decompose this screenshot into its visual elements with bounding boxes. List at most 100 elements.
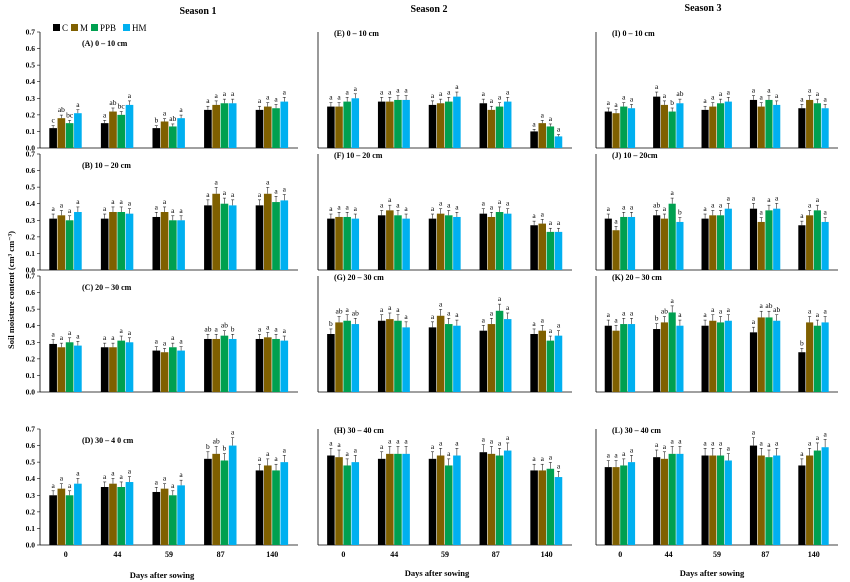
significance-letter: a: [498, 438, 502, 447]
significance-letter: a: [482, 315, 486, 324]
bar-hm: [402, 218, 410, 270]
significance-letter: a: [541, 454, 545, 463]
panel-label: (B) 10 – 20 cm: [82, 161, 131, 170]
bar-hm: [125, 482, 134, 545]
bar-hm: [503, 319, 512, 392]
significance-letter: a: [258, 324, 262, 333]
bar-m: [487, 324, 496, 392]
bar-hm: [351, 218, 360, 270]
bar-ppb: [813, 103, 821, 148]
significance-letter: a: [388, 87, 392, 96]
significance-letter: a: [671, 188, 675, 197]
bar-m: [335, 322, 343, 392]
significance-letter: a: [614, 100, 618, 109]
significance-letter: a: [128, 328, 132, 337]
bar-ppb: [717, 215, 725, 270]
significance-letter: bc: [118, 102, 126, 111]
significance-letter: a: [380, 200, 384, 209]
bar-ppb: [394, 320, 402, 392]
significance-letter: a: [703, 310, 707, 319]
bar-ppb: [620, 465, 628, 545]
y-tick-label: 0.3: [26, 94, 36, 103]
y-tick-label: 0.7: [26, 425, 36, 434]
bar-ppb: [65, 495, 74, 545]
y-tick-label: 0.5: [26, 458, 36, 467]
significance-letter: a: [808, 438, 812, 447]
significance-letter: a: [345, 87, 349, 96]
significance-letter: a: [727, 444, 731, 453]
bar-c: [530, 334, 538, 392]
significance-letter: a: [549, 326, 553, 335]
significance-letter: a: [447, 449, 451, 458]
bar-ppb: [220, 335, 229, 392]
y-tick-label: 0.6: [26, 44, 36, 53]
bar-m: [709, 455, 717, 545]
bar-ppb: [620, 216, 628, 270]
significance-letter: b: [670, 98, 674, 107]
bar-c: [479, 213, 488, 270]
bar-c: [327, 455, 335, 545]
significance-letter: a: [354, 204, 358, 213]
significance-letter: a: [447, 200, 451, 209]
significance-letter: a: [532, 319, 536, 328]
significance-letter: a: [68, 481, 72, 490]
bar-m: [709, 106, 717, 148]
bar-hm: [821, 108, 829, 148]
bar-hm: [453, 325, 461, 392]
significance-letter: a: [622, 308, 626, 317]
significance-letter: a: [752, 428, 756, 437]
bar-hm: [177, 485, 185, 545]
bar-ppb: [765, 317, 773, 392]
bar-m: [660, 322, 668, 392]
bar-m: [709, 215, 717, 270]
significance-letter: a: [51, 481, 55, 490]
y-tick-label: 0.5: [26, 61, 36, 70]
bar-hm: [627, 216, 636, 270]
x-tick-label: 0: [64, 550, 68, 559]
significance-letter: a: [215, 177, 219, 186]
significance-letter: a: [663, 204, 667, 213]
significance-letter: a: [532, 119, 536, 128]
bar-c: [701, 218, 709, 270]
y-axis-label: Soil moisture content (cm³ cm⁻³): [6, 231, 16, 349]
bar-ppb: [765, 99, 773, 148]
bar-ppb: [272, 338, 280, 392]
bar-m: [109, 483, 117, 545]
bar-c: [377, 101, 386, 148]
significance-letter: a: [337, 202, 341, 211]
bar-m: [160, 352, 169, 392]
significance-letter: a: [823, 429, 827, 438]
bar-c: [377, 320, 386, 392]
bar-ppb: [169, 126, 177, 148]
significance-letter: a: [775, 193, 779, 202]
significance-letter: ab: [109, 98, 116, 107]
significance-letter: a: [607, 310, 611, 319]
bar-m: [612, 467, 620, 545]
x-tick-label: 44: [390, 550, 398, 559]
significance-letter: a: [404, 86, 408, 95]
bar-m: [57, 215, 66, 270]
bar-ppb: [620, 106, 628, 148]
legend-label-hm: HM: [132, 23, 147, 33]
significance-letter: a: [388, 303, 392, 312]
bar-ppb: [813, 325, 821, 392]
significance-letter: a: [396, 200, 400, 209]
bar-ppb: [394, 99, 402, 148]
legend-label-ppb: PPB: [100, 23, 116, 33]
significance-letter: a: [266, 449, 270, 458]
significance-letter: a: [823, 208, 827, 217]
season-2-title: Season 2: [411, 4, 448, 15]
significance-letter: a: [103, 472, 107, 481]
significance-letter: ab: [221, 321, 228, 330]
legend: C M PPB HM: [53, 23, 147, 33]
bar-ppb: [445, 215, 453, 270]
significance-letter: a: [163, 109, 167, 118]
bar-c: [49, 495, 57, 545]
bar-ppb: [668, 312, 676, 392]
bar-hm: [724, 320, 732, 392]
significance-letter: a: [506, 303, 510, 312]
significance-letter: b: [154, 116, 158, 125]
y-tick-label: 0.4: [26, 474, 36, 483]
bar-hm: [627, 462, 636, 545]
significance-letter: a: [541, 209, 545, 218]
